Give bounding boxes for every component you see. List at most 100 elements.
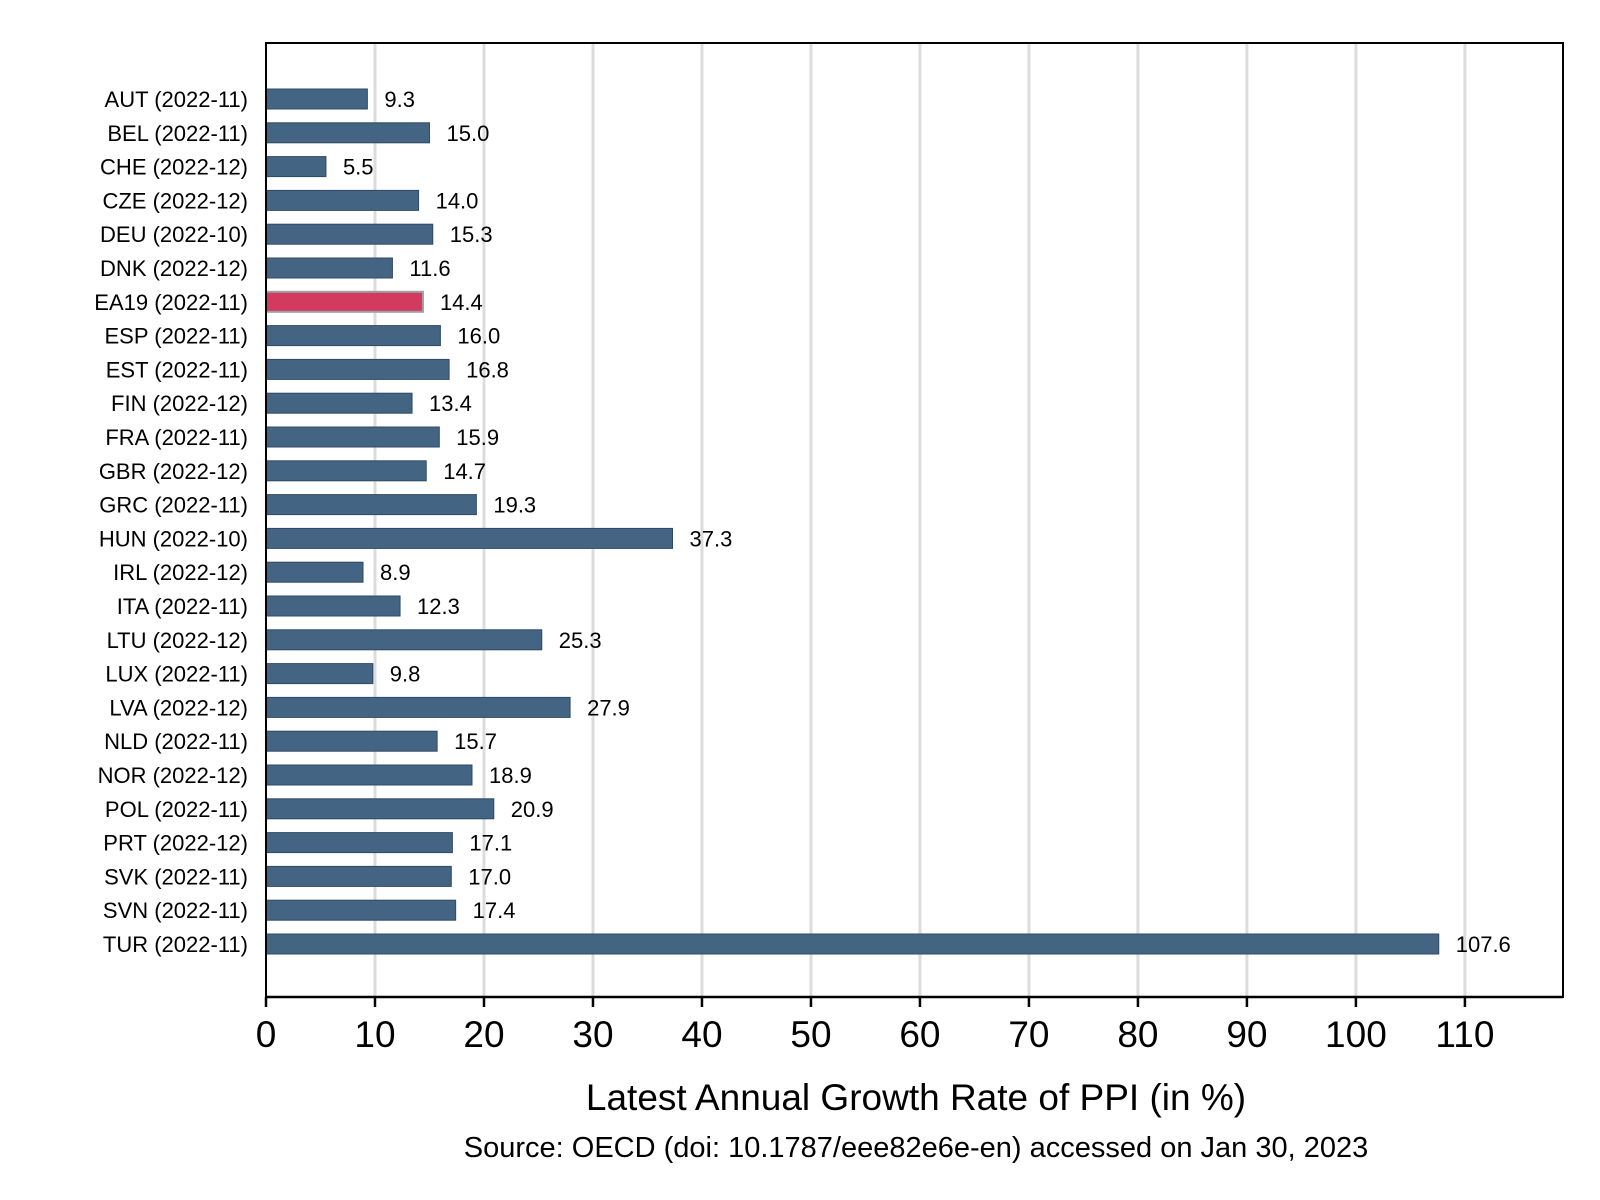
- value-label: 14.0: [436, 188, 479, 213]
- label-layer: AUT (2022-11) 9.3 BEL (2022-11) 15.0 CHE (20…: [94, 87, 1511, 957]
- frame-layer: [265, 42, 1564, 999]
- bar-bel: [265, 122, 430, 144]
- value-label: 8.9: [380, 560, 411, 585]
- bar-che: [265, 156, 327, 178]
- category-label: GRC (2022-11): [99, 493, 248, 518]
- value-label: 17.1: [469, 831, 512, 856]
- value-label: 12.3: [417, 594, 460, 619]
- x-tick-label: 90: [1226, 1014, 1267, 1055]
- value-label: 37.3: [690, 526, 733, 551]
- bar-nld: [265, 730, 438, 752]
- value-label: 18.9: [489, 763, 532, 788]
- value-label: 27.9: [587, 695, 630, 720]
- category-label: EST (2022-11): [106, 357, 248, 382]
- x-tick-label: 110: [1435, 1014, 1494, 1055]
- bar-hun: [265, 527, 674, 549]
- value-label: 15.3: [450, 222, 493, 247]
- bar-aut: [265, 88, 368, 110]
- tick-layer: 0 10 20 30 40 50 60 70 80 90 100 110: [256, 997, 1494, 1055]
- x-tick-label: 20: [463, 1014, 504, 1055]
- category-label: EA19 (2022-11): [94, 290, 248, 315]
- bar-tur: [265, 933, 1440, 955]
- value-label: 11.6: [409, 256, 450, 281]
- category-label: TUR (2022-11): [103, 932, 248, 957]
- bar-svk: [265, 865, 452, 887]
- category-label: HUN (2022-10): [99, 526, 248, 551]
- x-tick-label: 40: [681, 1014, 722, 1055]
- value-label: 14.7: [443, 459, 486, 484]
- category-label: LVA (2022-12): [109, 695, 248, 720]
- value-label: 19.3: [493, 493, 536, 518]
- category-label: LTU (2022-12): [107, 628, 248, 653]
- category-label: NLD (2022-11): [104, 729, 248, 754]
- value-label: 9.3: [384, 87, 415, 112]
- category-label: SVN (2022-11): [103, 898, 248, 923]
- value-label: 14.4: [440, 290, 483, 315]
- category-label: GBR (2022-12): [99, 459, 248, 484]
- category-label: LUX (2022-11): [105, 662, 248, 687]
- grid-layer: [373, 43, 1467, 997]
- x-axis-title: Latest Annual Growth Rate of PPI (in %): [586, 1077, 1246, 1118]
- category-label: CHE (2022-12): [100, 155, 248, 180]
- value-label: 25.3: [559, 628, 602, 653]
- bar-irl: [265, 561, 364, 583]
- bar-gbr: [265, 460, 427, 482]
- category-label: BEL (2022-11): [107, 121, 248, 146]
- value-label: 15.9: [456, 425, 499, 450]
- x-tick-label: 0: [256, 1014, 277, 1055]
- x-tick-label: 30: [572, 1014, 613, 1055]
- source-note: Source: OECD (doi: 10.1787/eee82e6e-en) …: [464, 1132, 1368, 1164]
- value-label: 15.7: [454, 729, 497, 754]
- value-label: 5.5: [343, 155, 374, 180]
- value-label: 20.9: [511, 797, 554, 822]
- x-tick-label: 10: [354, 1014, 395, 1055]
- value-label: 16.8: [466, 357, 509, 382]
- bar-nor: [265, 764, 473, 786]
- value-label: 15.0: [446, 121, 489, 146]
- value-label: 13.4: [429, 391, 472, 416]
- bar-svn: [265, 899, 457, 921]
- x-tick-label: 70: [1008, 1014, 1049, 1055]
- value-label: 16.0: [457, 324, 500, 349]
- category-label: SVK (2022-11): [104, 864, 248, 889]
- category-label: FIN (2022-12): [111, 391, 248, 416]
- value-label: 17.4: [473, 898, 516, 923]
- bar-esp: [265, 325, 441, 347]
- value-label: 107.6: [1456, 932, 1511, 957]
- x-tick-label: 60: [899, 1014, 940, 1055]
- bar-ltu: [265, 629, 543, 651]
- bar-lva: [265, 696, 571, 718]
- plot-frame: [265, 42, 1564, 998]
- bar-dnk: [265, 257, 393, 279]
- bar-fin: [265, 392, 413, 414]
- bar-ea19: [265, 290, 424, 313]
- bar-grc: [265, 494, 477, 516]
- x-tick-label: 50: [790, 1014, 831, 1055]
- x-tick-label: 80: [1117, 1014, 1158, 1055]
- bar-est: [265, 358, 450, 380]
- value-label: 17.0: [468, 864, 511, 889]
- value-label: 9.8: [390, 662, 421, 687]
- bar-deu: [265, 223, 434, 245]
- category-label: AUT (2022-11): [105, 87, 248, 112]
- bar-cze: [265, 189, 420, 211]
- category-label: DEU (2022-10): [100, 222, 248, 247]
- category-label: FRA (2022-11): [105, 425, 248, 450]
- bar-layer: [265, 88, 1440, 955]
- x-tick-label: 100: [1325, 1014, 1387, 1055]
- bar-lux: [265, 663, 374, 685]
- category-label: ESP (2022-11): [105, 324, 249, 349]
- category-label: IRL (2022-12): [113, 560, 248, 585]
- category-label: PRT (2022-12): [103, 831, 248, 856]
- category-label: DNK (2022-12): [100, 256, 248, 281]
- bar-ita: [265, 595, 401, 617]
- bar-prt: [265, 832, 453, 854]
- category-label: POL (2022-11): [105, 797, 248, 822]
- bar-pol: [265, 798, 495, 820]
- bar-fra: [265, 426, 440, 448]
- category-label: NOR (2022-12): [98, 763, 248, 788]
- category-label: CZE (2022-12): [102, 188, 248, 213]
- category-label: ITA (2022-11): [117, 594, 248, 619]
